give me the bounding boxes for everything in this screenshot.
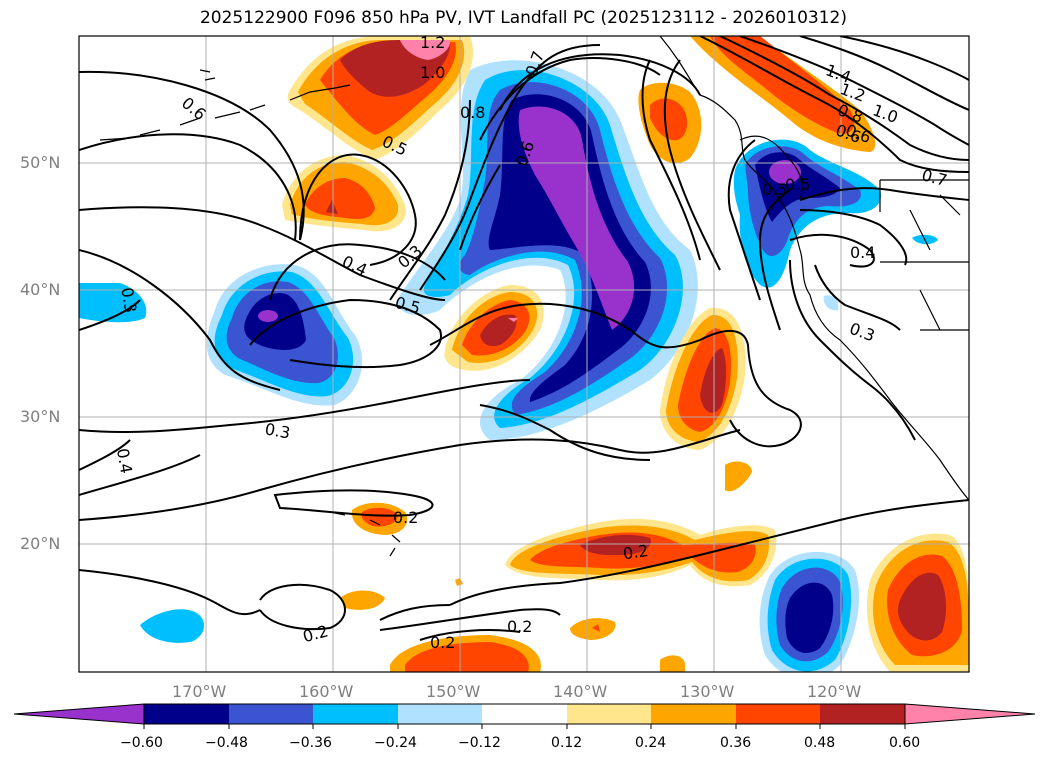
lon-label: 160°W [299, 682, 354, 701]
colorbar-tick-label: 0.60 [889, 735, 921, 751]
lat-label: 40°N [20, 280, 61, 299]
contour-label: 0.4 [850, 243, 875, 262]
lat-label: 50°N [20, 153, 61, 172]
contour-label: 0.2 [622, 541, 650, 563]
contour-label: 0.3 [117, 286, 140, 314]
colorbar-tick-label: 0.36 [720, 735, 752, 751]
pv-filled-contours [79, 36, 969, 672]
pv-contour-lines [79, 36, 969, 641]
colorbar-tick-label: 0.12 [551, 735, 583, 751]
contour-label: 1.0 [420, 63, 445, 82]
contour-label: 0.5 [785, 175, 810, 194]
colorbar-tick-label: −0.48 [205, 735, 248, 751]
graticule [79, 36, 969, 672]
pos-anomaly-mid-west-inner [305, 178, 375, 219]
map-title: 2025122900 F096 850 hPa PV, IVT Landfall… [199, 8, 847, 28]
colorbar-tick-label: −0.24 [374, 735, 417, 751]
lat-label: 20°N [20, 534, 61, 553]
colorbar-tick-label: 0.48 [804, 735, 836, 751]
contour-label: 0.4 [113, 447, 136, 475]
lon-label: 120°W [807, 682, 862, 701]
colorbar-tick-label: −0.60 [120, 735, 163, 751]
map-frame [78, 35, 970, 673]
contour-label: 0.8 [460, 103, 485, 122]
lat-label: 30°N [20, 407, 61, 426]
colorbar [13, 703, 1036, 729]
contour-label: 0.2 [507, 617, 532, 636]
contour-label: 0.2 [430, 633, 455, 652]
colorbar-min-arrow [13, 703, 145, 725]
neg-anomaly-se-core [785, 582, 834, 653]
colorbar-tick-label: 0.24 [635, 735, 667, 751]
contour-label: 0.3 [263, 419, 291, 442]
colorbar-tick-label: −0.36 [289, 735, 332, 751]
colorbar-max-arrow [904, 703, 1036, 725]
contour-label: 0.2 [393, 508, 418, 527]
colorbar-tick-label: −0.12 [458, 735, 501, 751]
neg-anomaly-sw [140, 609, 205, 643]
lon-label: 170°W [172, 682, 227, 701]
neg-anomaly-central-min [518, 106, 635, 330]
coastlines [99, 36, 969, 557]
lon-label: 130°W [680, 682, 735, 701]
lon-label: 140°W [553, 682, 608, 701]
contour-label: 1.2 [420, 33, 445, 52]
neg-anomaly-far-west [79, 283, 147, 323]
lon-label: 150°W [426, 682, 481, 701]
contour-label: 0.5 [762, 180, 787, 199]
